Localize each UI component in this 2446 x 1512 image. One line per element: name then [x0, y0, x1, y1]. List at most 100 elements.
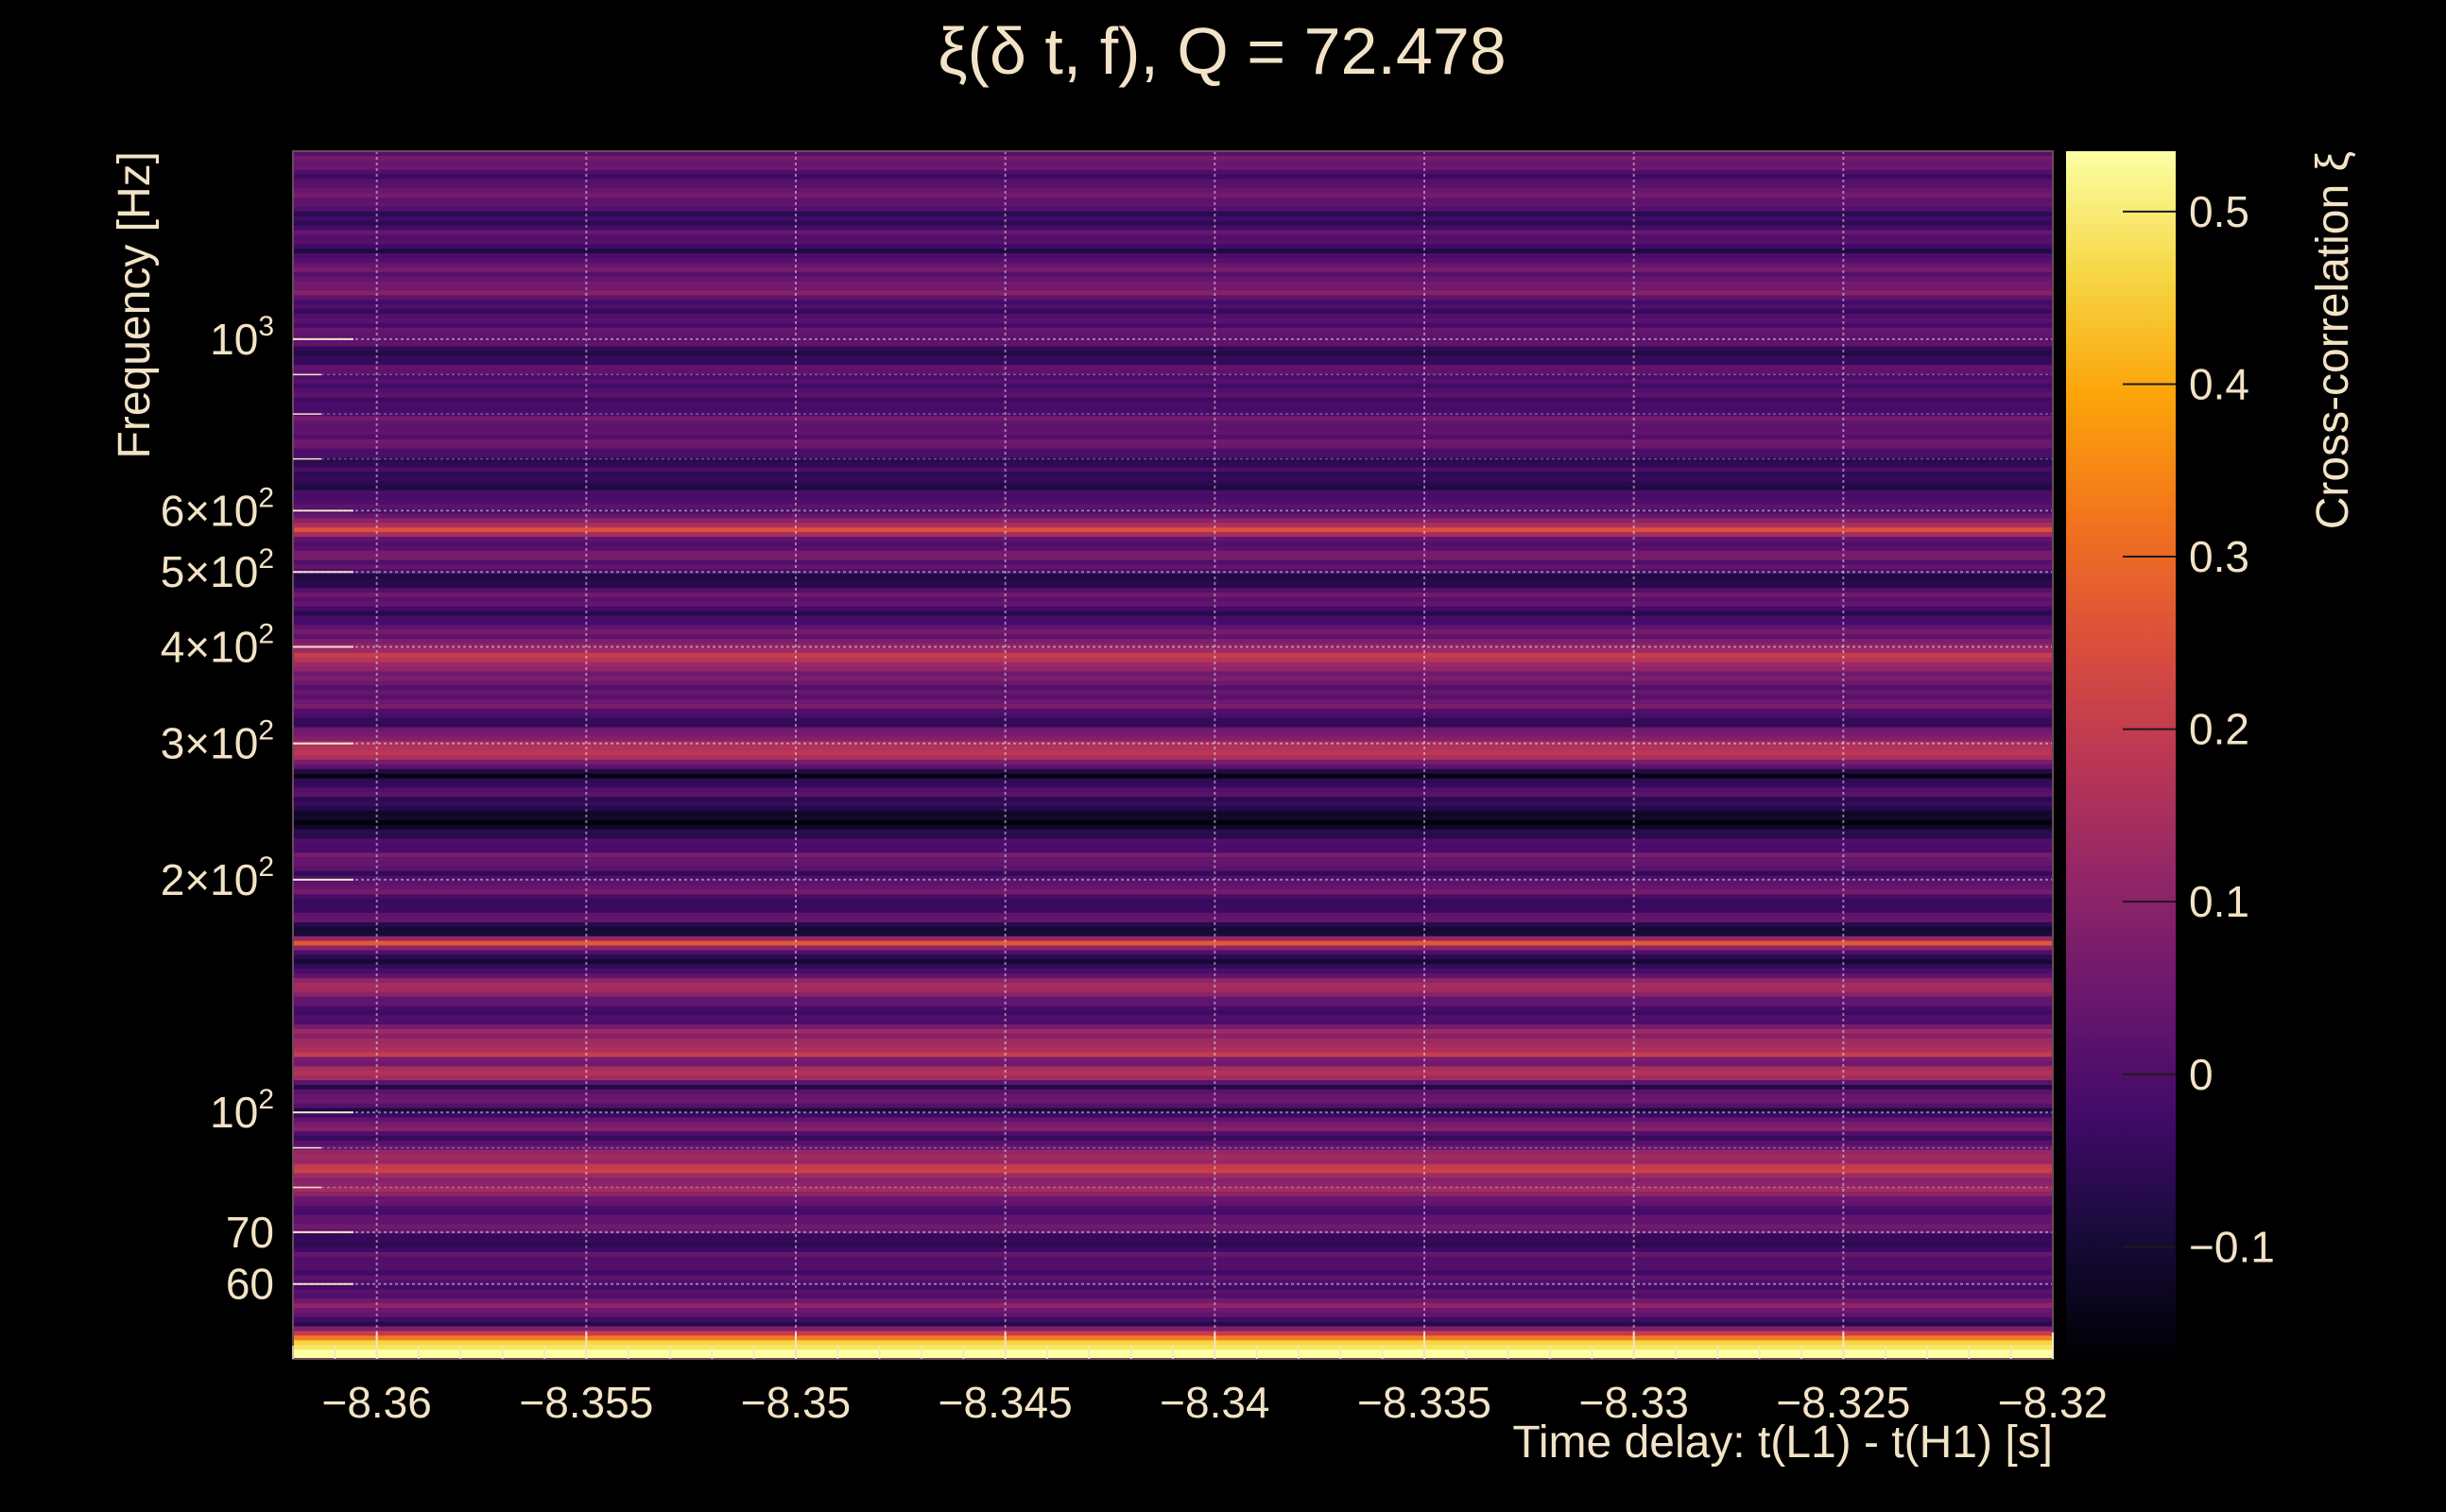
heatmap-band [293, 797, 2053, 802]
heatmap-band [293, 1195, 2053, 1202]
heatmap-band [293, 615, 2053, 622]
heatmap-band [293, 1163, 2053, 1170]
heatmap-band [293, 290, 2053, 296]
heatmap-band [293, 499, 2053, 506]
heatmap-band [293, 959, 2053, 965]
heatmap-band [293, 787, 2053, 793]
heatmap-band [293, 750, 2053, 756]
heatmap-band [293, 838, 2053, 844]
heatmap-band [293, 523, 2053, 528]
heatmap-band [293, 169, 2053, 176]
heatmap-band [293, 266, 2053, 273]
heatmap-band [293, 360, 2053, 366]
heatmap-band [293, 1066, 2053, 1072]
heatmap-band [293, 536, 2053, 542]
heatmap-band [293, 1149, 2053, 1156]
heatmap-band [293, 1340, 2053, 1346]
heatmap-band [293, 383, 2053, 389]
heatmap-band [293, 1098, 2053, 1105]
heatmap-band [293, 741, 2053, 747]
heatmap-band [293, 969, 2053, 974]
heatmap-band [293, 564, 2053, 570]
heatmap-band [293, 234, 2053, 240]
colorbar-tick-label: 0.3 [2189, 532, 2249, 581]
heatmap-band [293, 527, 2053, 533]
heatmap-band [293, 862, 2053, 868]
heatmap-band [293, 857, 2053, 863]
heatmap-band [293, 1280, 2053, 1285]
heatmap-band [293, 332, 2053, 338]
heatmap-band [293, 666, 2053, 673]
heatmap-band [293, 1057, 2053, 1063]
heatmap-band [293, 1233, 2053, 1239]
heatmap-band [293, 1238, 2053, 1244]
heatmap-band [293, 1192, 2053, 1197]
heatmap-band [293, 926, 2053, 933]
colorbar-tick-label: 0.4 [2189, 359, 2249, 408]
heatmap-band [293, 1210, 2053, 1216]
heatmap-band [293, 1335, 2053, 1341]
heatmap-band [293, 1256, 2053, 1263]
heatmap-band [293, 880, 2053, 886]
heatmap-band [293, 940, 2053, 947]
heatmap-band [293, 155, 2053, 162]
heatmap-band [293, 443, 2053, 450]
heatmap-band [293, 1187, 2053, 1193]
colorbar [2066, 151, 2176, 1359]
heatmap-band [293, 695, 2053, 700]
heatmap-band [293, 1001, 2053, 1007]
heatmap-band [293, 508, 2053, 514]
heatmap-band [293, 852, 2053, 858]
y-tick-label: 70 [226, 1208, 274, 1257]
x-tick-label: −8.33 [1578, 1378, 1688, 1427]
heatmap-band [293, 1219, 2053, 1226]
heatmap-band [293, 1331, 2053, 1337]
heatmap-band [293, 281, 2053, 287]
heatmap-band [293, 875, 2053, 882]
x-tick-label: −8.355 [519, 1378, 653, 1427]
heatmap-band [293, 467, 2053, 472]
heatmap-band [293, 991, 2053, 998]
heatmap-band [293, 639, 2053, 644]
heatmap-band [293, 773, 2053, 780]
colorbar-label: Cross-correlation ξ [2308, 151, 2358, 529]
heatmap-band [293, 1075, 2053, 1081]
heatmap-band [293, 1294, 2053, 1299]
heatmap-band [293, 815, 2053, 821]
heatmap-band [293, 211, 2053, 217]
y-tick-label: 60 [226, 1260, 274, 1309]
colorbar-tick-label: 0.1 [2189, 877, 2249, 926]
heatmap-band [293, 1084, 2053, 1091]
heatmap-band [293, 230, 2053, 236]
heatmap-band [293, 819, 2053, 826]
heatmap-band [293, 1080, 2053, 1086]
heatmap-band [293, 300, 2053, 305]
heatmap-band [293, 610, 2053, 617]
heatmap-band [293, 973, 2053, 979]
heatmap-band [293, 592, 2053, 598]
heatmap-band [293, 722, 2053, 729]
heatmap-band [293, 416, 2053, 421]
y-tick-label: 2×102 [161, 851, 274, 904]
heatmap-band [293, 676, 2053, 681]
heatmap-band [293, 1321, 2053, 1328]
heatmap-band [293, 806, 2053, 812]
heatmap-band [293, 425, 2053, 431]
heatmap-band [293, 1228, 2053, 1234]
heatmap-area [293, 151, 2053, 1359]
heatmap-band [293, 253, 2053, 259]
y-tick-label: 3×102 [161, 715, 274, 768]
heatmap-band [293, 1168, 2053, 1174]
heatmap-band [293, 1010, 2053, 1016]
x-tick-label: −8.35 [741, 1378, 851, 1427]
heatmap-band [293, 387, 2053, 394]
heatmap-band [293, 866, 2053, 872]
heatmap-band [293, 1052, 2053, 1058]
heatmap-band [293, 931, 2053, 937]
heatmap-band [293, 801, 2053, 807]
chart-title: ξ(δ t, f), Q = 72.478 [938, 14, 1506, 88]
heatmap-band [293, 318, 2053, 324]
heatmap-band [293, 262, 2053, 268]
heatmap-band [293, 314, 2053, 319]
x-axis-ticks: −8.36 −8.355 −8.35 −8.345 −8.34 −8.335 −8.33 −8… [292, 1332, 2108, 1427]
